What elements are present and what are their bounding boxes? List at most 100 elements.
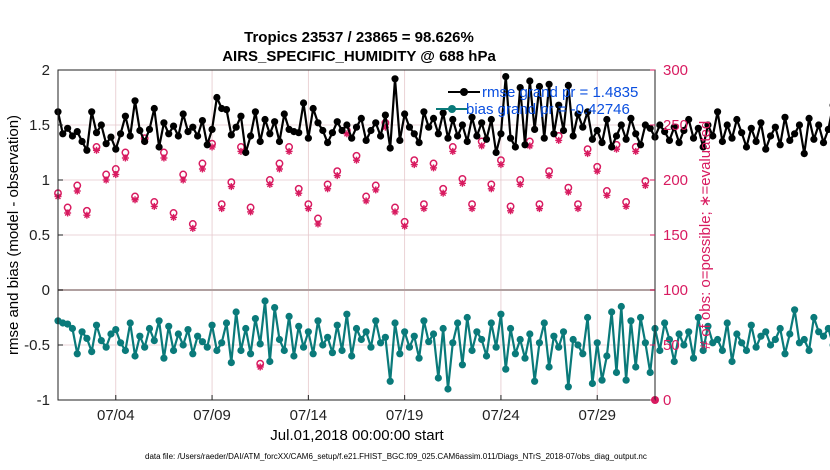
rmse-point-26 [179,110,187,118]
obs-evaluated-point-12 [170,213,178,221]
rmse-point-46 [275,137,284,146]
bias-point-110 [583,313,592,322]
rmse-point-21 [155,143,163,151]
bias-point-11 [107,330,115,338]
rmse-point-89 [482,135,491,143]
bias-point-38 [237,346,245,355]
obs-evaluated-point-44 [478,142,486,150]
rmse-point-56 [324,139,332,147]
bias-point-87 [473,328,481,336]
rmse-point-15 [126,132,134,140]
rmse-point-88 [478,119,486,127]
rmse-point-90 [487,115,495,124]
rmse-point-58 [333,118,341,126]
bias-point-137 [713,335,722,344]
bias-point-73 [405,343,414,351]
rmse-point-108 [574,110,582,118]
bias-point-17 [136,332,144,340]
bias-point-74 [410,332,418,340]
rmse-point-86 [468,113,476,121]
bias-point-90 [487,319,495,327]
bias-point-12 [112,326,120,334]
bias-point-139 [723,319,731,327]
rmse-point-73 [405,123,414,131]
rmse-point-148 [766,132,775,140]
bias-point-10 [102,343,110,351]
rmse-point-146 [757,119,765,127]
rmse-point-69 [386,144,394,152]
rmse-point-116 [612,132,621,140]
rmse-point-118 [622,135,630,143]
obs-evaluated-point-41 [449,147,457,155]
rmse-point-97 [521,141,529,149]
legend-rmse-label: rmse grand pr = 1.4835 [482,84,638,101]
rmse-point-61 [348,134,356,142]
bias-point-112 [593,339,601,347]
rmse-point-29 [194,132,202,140]
rmse-point-91 [492,148,500,157]
obs-evaluated-point-33 [372,186,380,194]
obs-evaluated-point-61 [641,182,649,189]
obs-evaluated-point-27 [314,220,322,228]
y-right-tick-label-1: 50 [663,337,680,354]
bias-point-85 [463,313,471,322]
bias-point-152 [786,330,794,338]
rmse-point-63 [357,114,365,122]
obs-evaluated-point-5 [102,176,110,184]
rmse-point-22 [160,119,168,127]
rmse-point-68 [381,111,389,119]
obs-evaluated-point-53 [564,188,572,196]
bias-point-49 [290,352,298,360]
rmse-point-96 [516,84,524,92]
rmse-point-70 [391,75,399,83]
rmse-point-10 [102,140,110,148]
bias-point-61 [348,352,356,360]
bias-point-77 [425,338,433,346]
rmse-point-8 [92,129,101,137]
rmse-point-6 [83,146,91,154]
x-tick-label-1: 07/09 [193,407,231,424]
y-right-tick-label-4: 200 [663,172,688,189]
rmse-point-102 [545,80,553,88]
obs-evaluated-point-52 [555,136,563,144]
bias-point-95 [511,350,519,358]
rmse-point-135 [704,121,712,129]
rmse-point-115 [608,143,616,151]
bias-point-36 [227,359,235,367]
bias-point-97 [521,354,529,362]
bias-point-44 [266,357,274,366]
bias-point-92 [497,310,505,318]
rmse-point-38 [237,112,245,120]
bias-point-156 [805,346,813,355]
bias-point-80 [439,324,447,333]
rmse-point-95 [511,143,519,151]
bias-point-102 [545,363,553,371]
x-axis-ticks: 07/04 07/09 07/14 07/19 07/24 07/29 [97,395,616,424]
bias-point-119 [627,317,635,325]
rmse-point-17 [136,126,144,135]
rmse-point-160 [824,125,830,133]
rmse-point-142 [738,129,746,137]
bias-point-148 [766,341,775,349]
bias-point-138 [718,346,727,355]
bias-point-99 [531,377,539,385]
obs-evaluated-point-45 [487,185,495,193]
data-file-footnote: data file: /Users/raeder/DAI/ATM_forcXX/… [145,452,647,461]
bias-point-81 [444,385,452,393]
obs-evaluated-point-40 [439,189,447,197]
obs-evaluated-point-46 [497,161,505,169]
obs-evaluated-point-4 [93,146,101,154]
bias-point-52 [304,328,312,336]
bias-point-5 [78,328,86,336]
rmse-point-72 [401,110,409,118]
rmse-point-51 [299,99,308,107]
bias-point-13 [116,339,125,347]
bias-point-82 [449,339,457,347]
x-tick-label-3: 07/19 [386,407,424,424]
bias-point-122 [641,339,649,347]
obs-evaluated-point-35 [391,208,399,216]
bias-point-145 [752,343,760,351]
bias-point-153 [791,306,799,314]
obs-evaluated-point-38 [420,205,428,213]
